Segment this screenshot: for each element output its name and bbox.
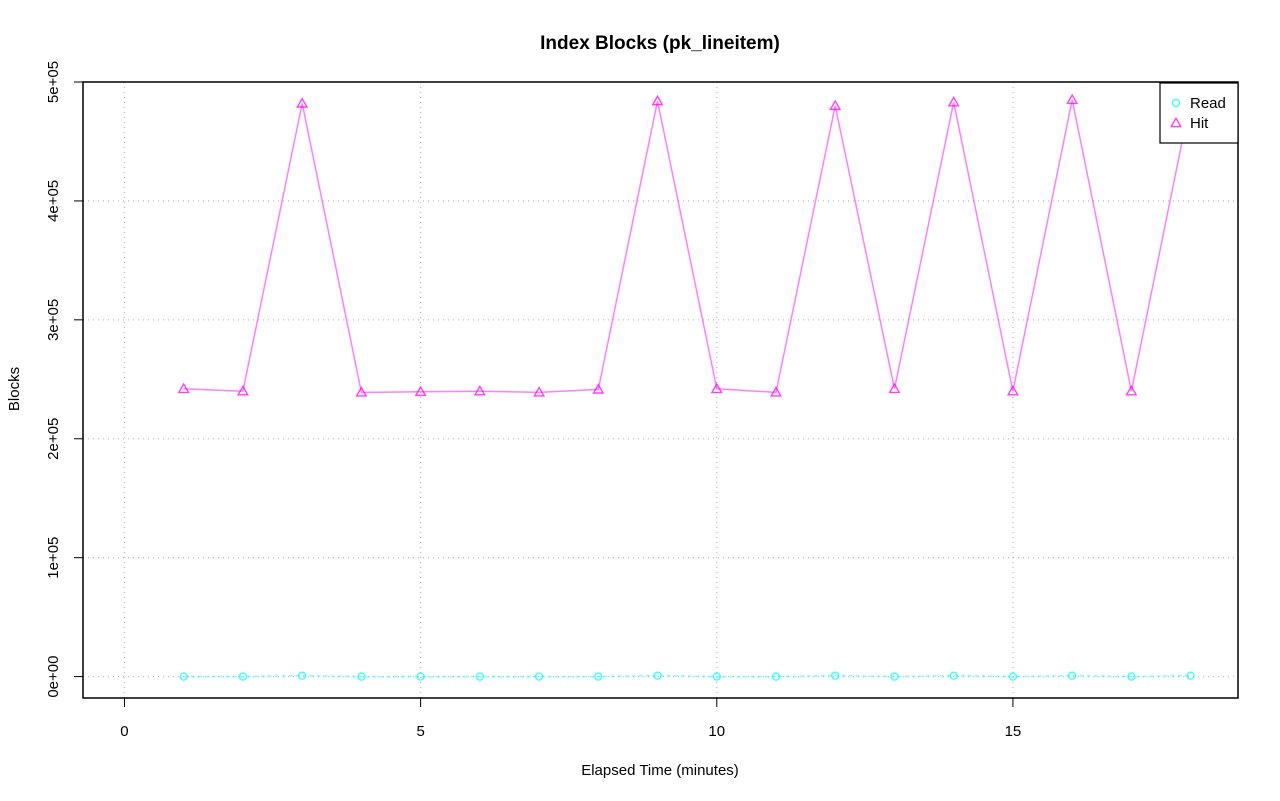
y-axis-label: Blocks <box>6 367 23 411</box>
point-read <box>238 672 248 681</box>
point-read <box>653 671 662 680</box>
point-hit <box>1006 384 1019 396</box>
point-read <box>712 672 721 681</box>
point-hit <box>888 382 901 394</box>
point-hit <box>1125 384 1138 396</box>
series-line-hit <box>183 99 1192 394</box>
point-hit <box>355 386 368 397</box>
y-tick-label: 1e+05 <box>45 537 62 579</box>
legend-label-hit: Hit <box>1190 115 1209 132</box>
x-tick-label: 10 <box>708 723 725 740</box>
point-hit <box>769 386 783 397</box>
legend-box <box>1159 82 1239 144</box>
x-tick-label: 0 <box>120 723 128 740</box>
point-hit <box>296 97 309 108</box>
point-read <box>475 672 485 681</box>
point-read <box>949 671 958 680</box>
legend-marker-read <box>1171 98 1181 108</box>
point-read <box>1127 672 1136 681</box>
point-read <box>831 671 840 680</box>
series <box>177 93 1197 681</box>
axes: 0 5 10 15 0e+00 1e+05 2e+05 3e+05 4e+05 5e+05 <box>45 61 1239 740</box>
plot-frame <box>82 81 1239 699</box>
legend: Read Hit <box>1159 82 1239 144</box>
x-tick-label: 15 <box>1005 723 1022 740</box>
point-hit <box>533 386 546 397</box>
point-hit <box>414 385 427 397</box>
point-read <box>771 672 781 681</box>
point-read <box>357 672 366 681</box>
x-axis-label: Elapsed Time (minutes) <box>581 762 739 779</box>
point-read <box>890 672 899 681</box>
point-read <box>179 672 188 681</box>
legend-label-read: Read <box>1190 95 1226 112</box>
y-tick-label: 0e+00 <box>45 656 62 698</box>
series-line-read <box>183 674 1191 678</box>
grid <box>83 81 1238 698</box>
point-hit <box>177 382 190 394</box>
point-hit <box>710 382 723 394</box>
x-tick-label: 5 <box>416 723 424 740</box>
point-hit <box>1066 93 1079 105</box>
point-read <box>416 672 425 681</box>
point-hit <box>829 99 842 111</box>
point-hit <box>651 94 664 106</box>
point-hit <box>592 383 605 394</box>
point-read <box>594 672 603 681</box>
point-read <box>1186 671 1195 680</box>
legend-marker-hit <box>1169 116 1183 128</box>
y-tick-label: 4e+05 <box>45 180 62 222</box>
y-tick-label: 2e+05 <box>45 418 62 460</box>
point-hit <box>236 384 249 396</box>
y-tick-label: 5e+05 <box>45 61 62 103</box>
point-read <box>1067 671 1077 680</box>
point-read <box>297 671 307 680</box>
y-tick-label: 3e+05 <box>45 299 62 341</box>
point-hit <box>473 384 486 396</box>
point-read <box>1008 672 1018 681</box>
point-hit <box>947 96 960 107</box>
point-read <box>534 672 544 681</box>
chart-title: Index Blocks (pk_lineitem) <box>540 33 780 54</box>
